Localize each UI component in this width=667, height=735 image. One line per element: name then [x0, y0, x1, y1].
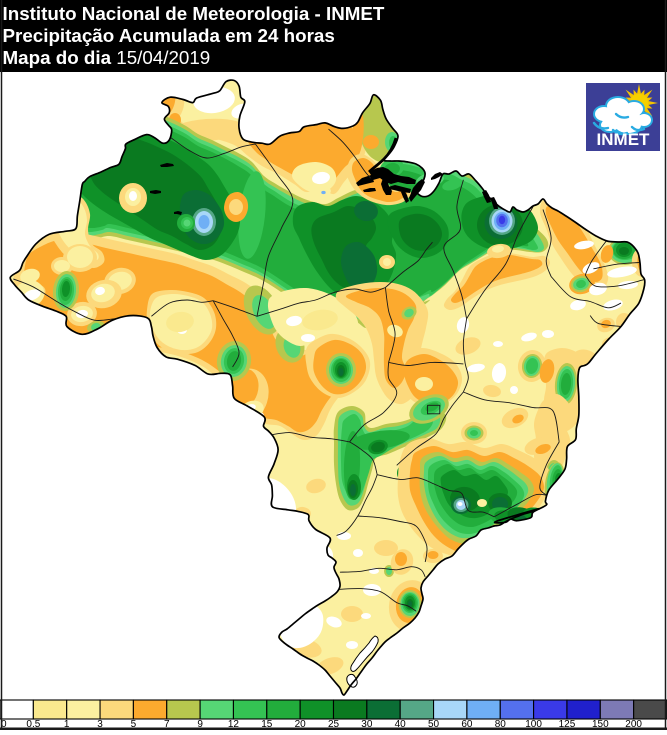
- svg-text:1: 1: [64, 719, 70, 730]
- svg-text:Precipitação Acumulada em 24 h: Precipitação Acumulada em 24 horas: [3, 25, 335, 46]
- svg-text:7: 7: [164, 719, 170, 730]
- svg-text:5: 5: [131, 719, 137, 730]
- svg-text:Mapa do dia 15/04/2019: Mapa do dia 15/04/2019: [3, 47, 211, 68]
- svg-text:125: 125: [559, 719, 576, 730]
- svg-text:15: 15: [261, 719, 273, 730]
- svg-text:200: 200: [625, 719, 642, 730]
- svg-text:0.5: 0.5: [26, 719, 40, 730]
- svg-text:20: 20: [295, 719, 307, 730]
- svg-text:25: 25: [328, 719, 340, 730]
- svg-text:80: 80: [495, 719, 507, 730]
- svg-text:60: 60: [461, 719, 473, 730]
- svg-text:150: 150: [592, 719, 609, 730]
- svg-text:9: 9: [197, 719, 203, 730]
- svg-text:Instituto Nacional de Meteorol: Instituto Nacional de Meteorologia - INM…: [3, 3, 385, 24]
- svg-text:INMET: INMET: [597, 130, 651, 149]
- svg-text:30: 30: [361, 719, 373, 730]
- svg-text:0: 0: [1, 719, 7, 730]
- svg-text:3: 3: [97, 719, 103, 730]
- svg-text:40: 40: [395, 719, 407, 730]
- svg-text:50: 50: [428, 719, 440, 730]
- svg-text:100: 100: [525, 719, 542, 730]
- svg-text:12: 12: [228, 719, 240, 730]
